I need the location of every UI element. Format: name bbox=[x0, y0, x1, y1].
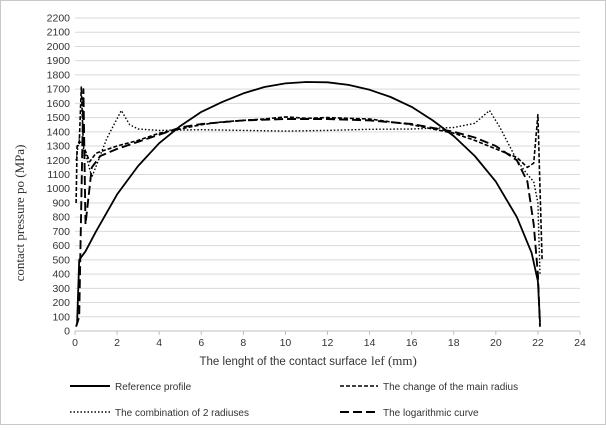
gridlines bbox=[75, 17, 580, 318]
y-tick-label: 1200 bbox=[47, 155, 71, 167]
y-tick-label: 1800 bbox=[47, 69, 71, 81]
y-tick-label: 1700 bbox=[47, 84, 71, 96]
y-tick-label: 100 bbox=[52, 311, 70, 323]
y-tick-label: 1500 bbox=[47, 112, 71, 124]
series-line-0 bbox=[76, 81, 541, 324]
y-tick-label: 2100 bbox=[47, 27, 71, 39]
x-tick-label: 22 bbox=[532, 337, 544, 349]
x-tick-labels: 0 2 4 6 8 10 12 14 16 18 20 22 24 bbox=[72, 337, 586, 349]
y-tick-label: 1600 bbox=[47, 98, 71, 110]
y-tick-label: 600 bbox=[52, 240, 70, 252]
x-tick-label: 2 bbox=[114, 337, 120, 349]
y-tick-label: 300 bbox=[52, 283, 70, 295]
y-tick-label: 0 bbox=[64, 326, 70, 338]
y-tick-label: 1400 bbox=[47, 126, 71, 138]
x-tick-label: 24 bbox=[574, 337, 586, 349]
x-tick-label: 14 bbox=[364, 337, 376, 349]
legend-label-two-radiuses: The combination of 2 radiuses bbox=[115, 408, 249, 419]
axes bbox=[74, 330, 581, 335]
x-tick-label: 12 bbox=[322, 337, 334, 349]
legend-label-reference: Reference profile bbox=[115, 382, 192, 393]
y-tick-label: 1100 bbox=[47, 169, 70, 181]
y-tick-label: 200 bbox=[52, 297, 70, 309]
y-tick-labels: 0 100 200 300 400 500 600 700 800 900 1000 1100 1200… bbox=[47, 13, 71, 338]
y-tick-label: 700 bbox=[52, 226, 70, 238]
y-tick-label: 2200 bbox=[47, 13, 71, 25]
y-tick-label: 2000 bbox=[47, 41, 71, 53]
x-tick-label: 10 bbox=[280, 337, 292, 349]
x-tick-label: 18 bbox=[448, 337, 460, 349]
series-lines bbox=[75, 81, 543, 327]
x-axis-label: The lenght of the contact surface bbox=[200, 356, 368, 368]
series-line-1 bbox=[75, 86, 543, 260]
y-tick-label: 1000 bbox=[47, 183, 71, 195]
x-tick-label: 16 bbox=[406, 337, 418, 349]
x-tick-label: 6 bbox=[198, 337, 204, 349]
x-tick-label: 0 bbox=[72, 337, 78, 349]
y-tick-label: 400 bbox=[52, 269, 70, 281]
y-tick-label: 500 bbox=[52, 254, 70, 266]
x-tick-label: 8 bbox=[240, 337, 246, 349]
y-tick-label: 1900 bbox=[47, 55, 71, 67]
y-tick-label: 900 bbox=[52, 197, 70, 209]
y-tick-label: 1300 bbox=[47, 141, 71, 153]
legend-label-logarithmic: The logarithmic curve bbox=[383, 408, 479, 419]
x-tick-label: 20 bbox=[490, 337, 502, 349]
x-tick-label: 4 bbox=[156, 337, 162, 349]
legend: Reference profile The change of the main… bbox=[70, 382, 518, 419]
legend-label-main-radius: The change of the main radius bbox=[383, 382, 518, 393]
y-tick-label: 800 bbox=[52, 212, 70, 224]
x-axis-unit-label: lef (mm) bbox=[371, 353, 417, 368]
y-axis-label: contact pressure po (MPa) bbox=[12, 145, 27, 282]
series-line-3 bbox=[75, 88, 541, 327]
